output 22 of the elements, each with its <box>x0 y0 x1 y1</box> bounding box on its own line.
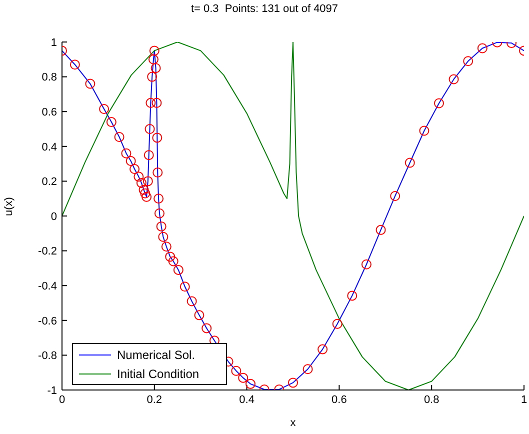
legend-label: Numerical Sol. <box>117 348 196 362</box>
y-tick-label: 0.2 <box>42 176 57 188</box>
x-tick-label: 0.2 <box>146 394 162 406</box>
y-tick-label: -0.4 <box>38 280 57 293</box>
y-tick-label: 0.4 <box>42 141 57 154</box>
legend-label: Initial Condition <box>117 366 200 380</box>
y-tick-label: 1 <box>50 36 57 49</box>
y-tick-label: 0.6 <box>42 106 57 119</box>
y-tick-label: -1 <box>47 384 57 397</box>
x-axis-title: x <box>290 417 296 429</box>
chart-title: t= 0.3 Points: 131 out of 4097 <box>190 3 340 15</box>
x-tick-label: 0.6 <box>332 394 347 406</box>
x-tick-label: 0.4 <box>239 394 254 406</box>
x-tick-label: 1 <box>520 394 528 406</box>
y-tick-label: 0 <box>50 210 57 223</box>
y-tick-label: -0.8 <box>38 350 57 362</box>
y-tick-label: -0.2 <box>38 246 57 258</box>
x-tick-label: 0.8 <box>424 394 440 406</box>
x-tick-label: 0 <box>58 394 66 406</box>
y-axis-title: u(x) <box>2 197 15 216</box>
y-tick-label: 0.8 <box>42 72 57 84</box>
y-tick-label: -0.6 <box>38 315 57 328</box>
